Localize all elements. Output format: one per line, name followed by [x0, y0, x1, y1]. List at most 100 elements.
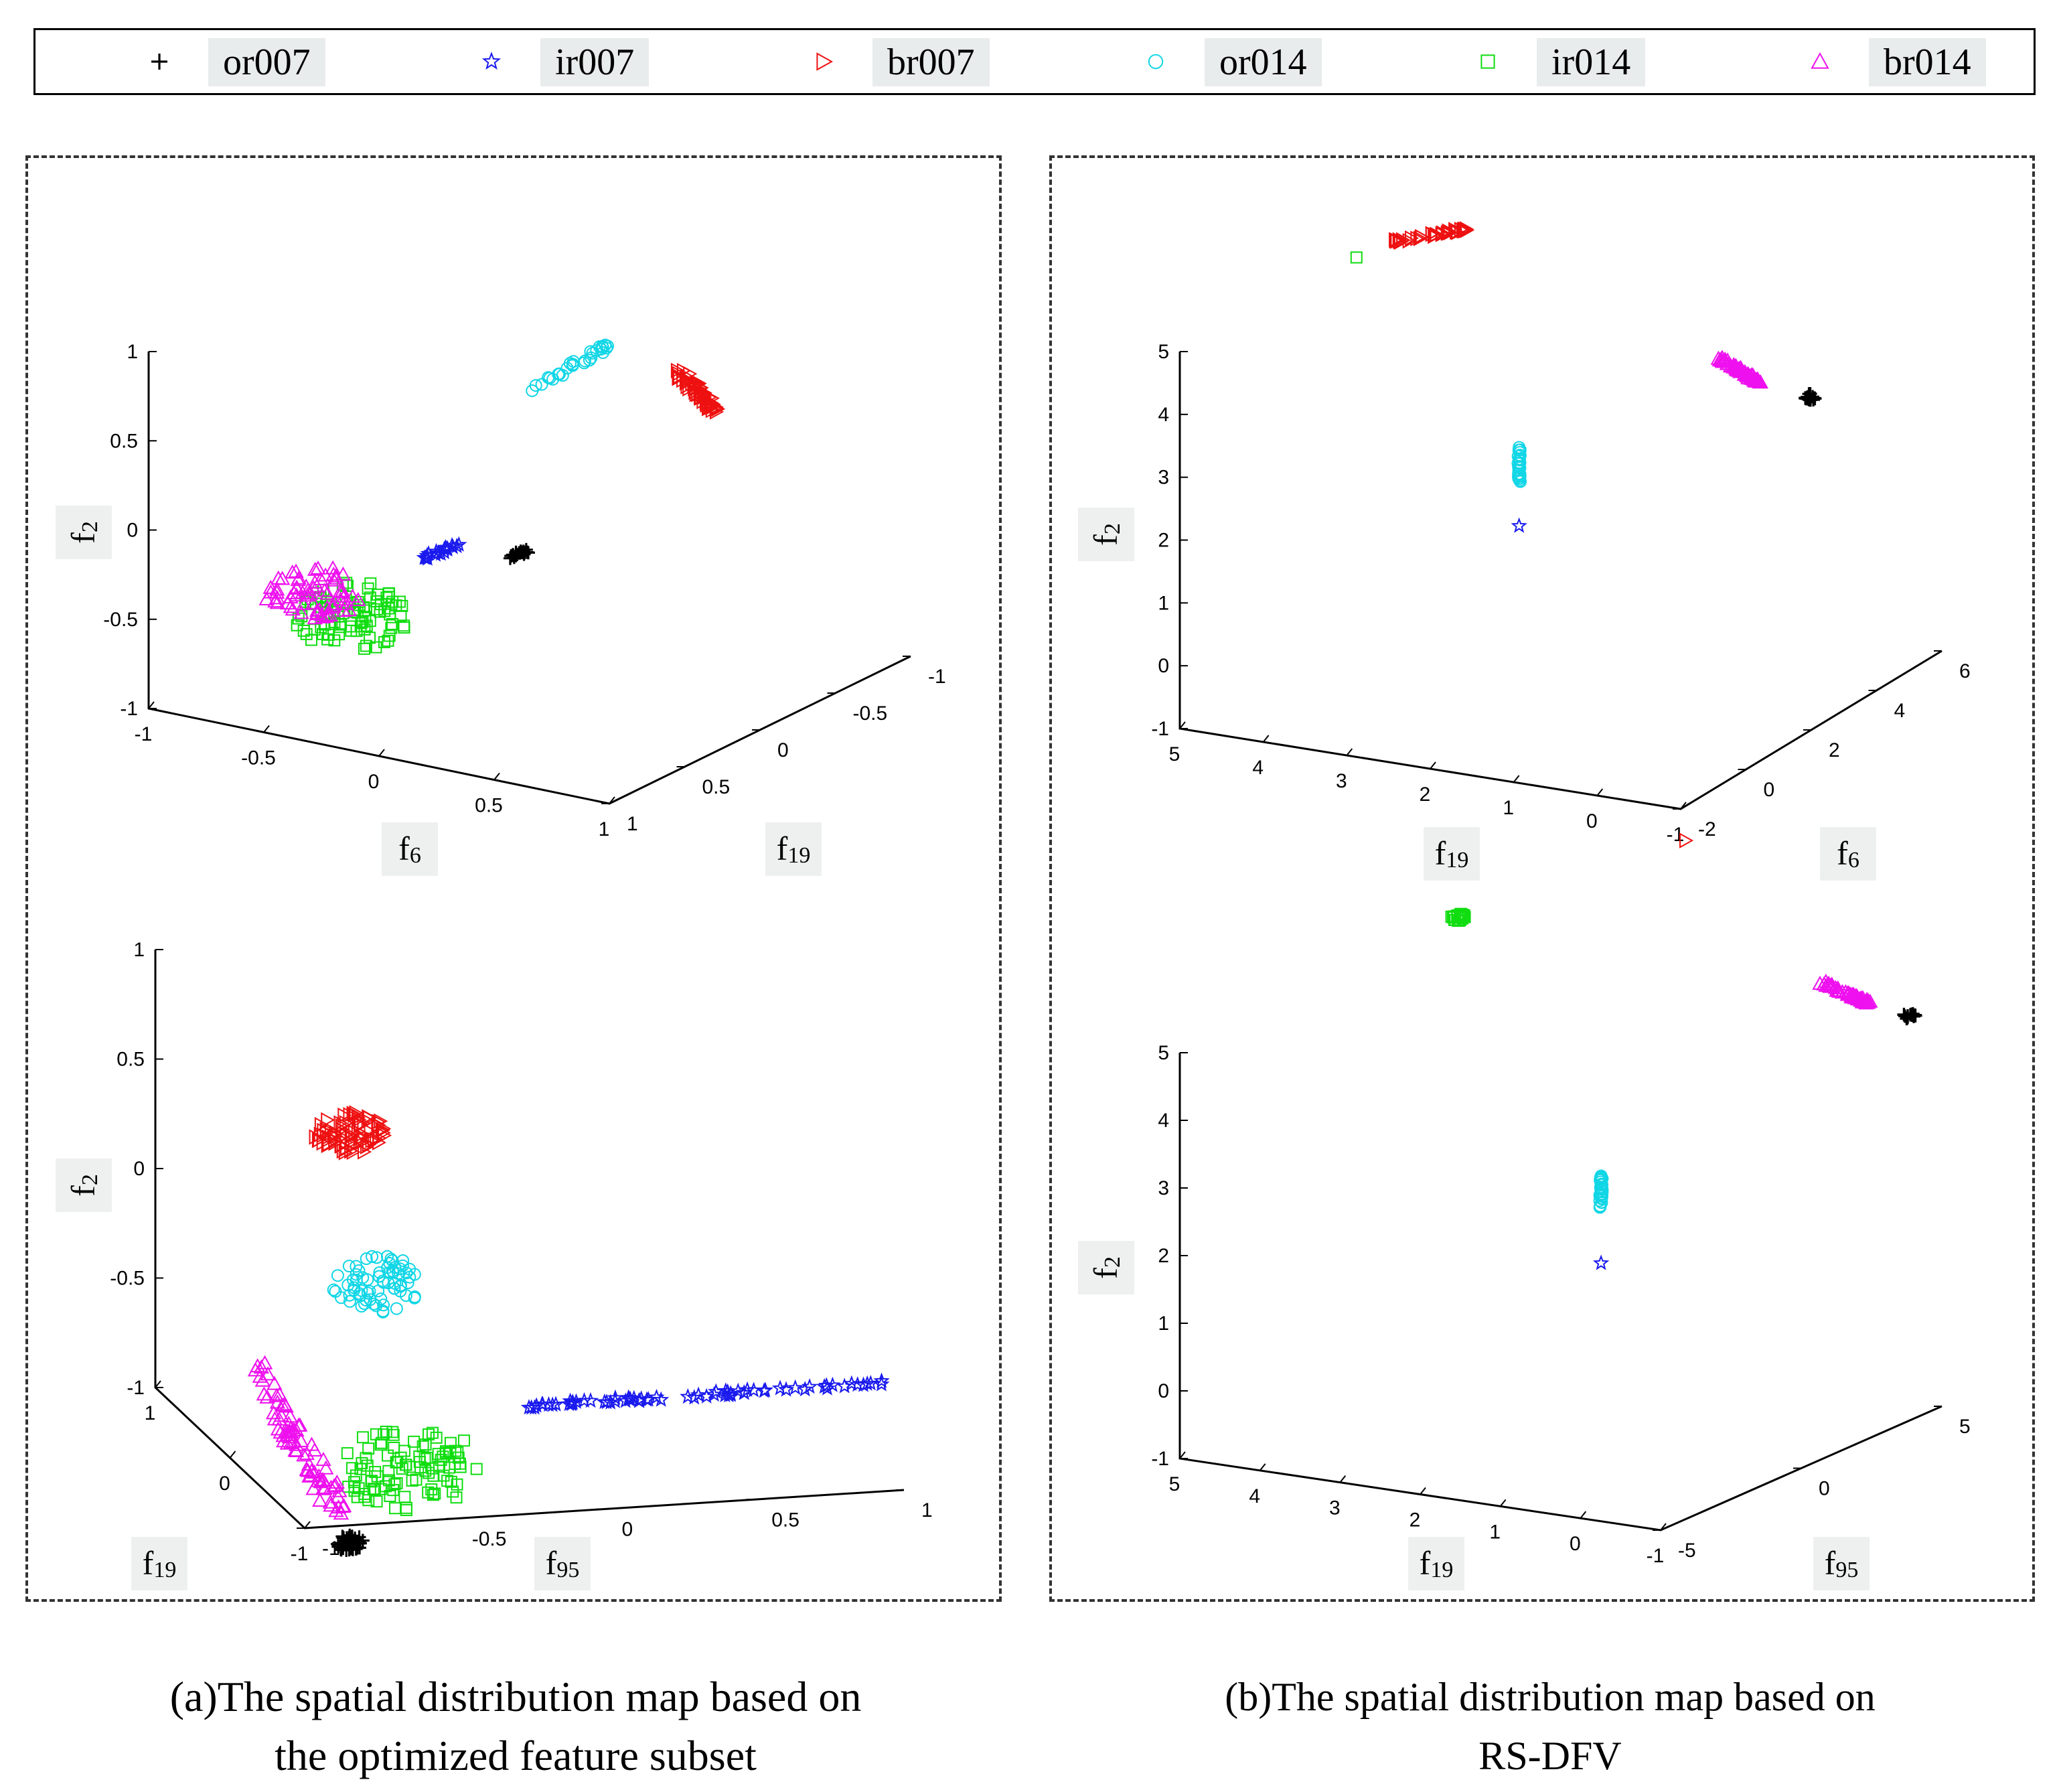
x-tick-label: -1	[291, 1543, 309, 1565]
x-tick	[1179, 721, 1186, 729]
legend-marker-square-icon	[1480, 54, 1495, 69]
y-axis-label: f95	[1813, 1537, 1870, 1590]
y-tick-label: 0	[777, 739, 789, 761]
svg-text:f2: f2	[1087, 523, 1125, 546]
point-ir007	[416, 549, 433, 565]
x-tick	[148, 701, 155, 709]
z-tick-label: -1	[1151, 718, 1169, 740]
point-ir014	[430, 1431, 443, 1444]
point-br007	[352, 1112, 367, 1128]
point-ir014	[429, 1487, 441, 1500]
y-tick-label: 2	[1829, 739, 1840, 761]
z-tick-label: 5	[1158, 341, 1169, 363]
x-tick-label: 2	[1420, 783, 1431, 806]
y-tick-label: -0.5	[853, 702, 888, 725]
point-br007	[692, 375, 707, 392]
point-or014	[372, 1284, 385, 1298]
point-br014	[1711, 352, 1728, 367]
point-br014	[322, 607, 338, 622]
svg-text:f6: f6	[398, 830, 421, 868]
series-ir007	[520, 1372, 890, 1415]
point-ir014	[344, 597, 357, 609]
point-br007	[377, 1120, 392, 1137]
point-ir007	[757, 1382, 774, 1398]
point-or014	[1595, 1191, 1608, 1205]
point-or014	[563, 357, 577, 370]
point-br014	[299, 587, 315, 602]
point-br014	[285, 601, 301, 616]
x-tick	[229, 1450, 236, 1459]
z-axis-label: f2	[1078, 1241, 1134, 1294]
x-tick	[609, 796, 615, 804]
x-tick	[1660, 1523, 1667, 1531]
point-ir007	[1511, 517, 1527, 533]
y-axis-label: f6	[1820, 827, 1876, 881]
legend-label: or007	[208, 38, 325, 86]
x-tick	[1346, 748, 1353, 756]
point-br014	[306, 1464, 323, 1479]
point-br014	[266, 1411, 283, 1426]
point-br014	[335, 603, 352, 617]
point-ir014	[445, 1475, 457, 1488]
point-br007	[1428, 228, 1442, 244]
point-ir014	[333, 628, 346, 641]
point-or014	[350, 1268, 363, 1281]
x-tick-label: -1	[1647, 1545, 1665, 1567]
point-br014	[313, 571, 329, 585]
x-tick-label: -1	[135, 723, 153, 745]
point-br014	[318, 1460, 334, 1475]
point-br007	[670, 362, 685, 379]
point-ir007	[686, 1389, 703, 1405]
x-tick	[263, 725, 270, 733]
point-br014	[247, 1362, 264, 1377]
z-axis-label: f2	[1078, 508, 1134, 561]
point-or007	[520, 545, 534, 559]
point-or014	[579, 354, 592, 368]
point-ir007	[438, 540, 455, 556]
point-br014	[335, 567, 352, 581]
series-or014	[1511, 441, 1527, 488]
x-tick-label: 5	[1169, 1473, 1180, 1495]
point-br014	[293, 1432, 309, 1447]
point-ir014	[346, 1462, 358, 1475]
point-ir014	[450, 1491, 463, 1504]
point-br007	[704, 399, 719, 415]
point-or014	[394, 1280, 407, 1293]
x-axis-label-main: f	[143, 1544, 154, 1582]
point-ir014	[432, 1448, 445, 1461]
point-br014	[315, 1472, 331, 1487]
svg-text:f2: f2	[64, 1174, 102, 1197]
legend-marker-triangle-up-icon	[1811, 52, 1829, 69]
y-axis-label-sub: 95	[556, 1558, 579, 1582]
point-br007	[362, 1136, 377, 1152]
point-ir007	[648, 1388, 665, 1405]
x-axis-label: f19	[1424, 827, 1480, 881]
z-axis-label-main: f	[1087, 1268, 1124, 1279]
point-br014	[336, 588, 352, 603]
x-axis-label-main: f	[1435, 834, 1446, 872]
point-br007	[709, 400, 724, 417]
caption-a-line-1: (a)The spatial distribution map based on	[169, 1673, 862, 1720]
point-ir014	[386, 1426, 399, 1438]
point-br007	[313, 1132, 327, 1148]
z-axis-label-sub: 2	[1100, 1256, 1125, 1268]
point-ir014	[370, 595, 383, 607]
z-tick-label: 3	[1158, 1177, 1169, 1199]
point-br014	[307, 561, 323, 576]
point-br007	[358, 1144, 372, 1160]
point-br014	[315, 1452, 331, 1467]
point-br007	[339, 1115, 354, 1131]
point-br014	[269, 595, 285, 609]
z-tick-label: 0	[127, 520, 138, 542]
point-br014	[303, 1436, 320, 1451]
x-tick	[1499, 1499, 1507, 1507]
point-ir014	[348, 1485, 361, 1497]
z-axis-label: f2	[56, 506, 112, 559]
y-tick-label: 1	[627, 813, 638, 835]
point-ir007	[576, 1392, 593, 1408]
point-ir014	[367, 1483, 380, 1495]
y-tick-label: -2	[1698, 818, 1716, 840]
point-br014	[312, 1492, 328, 1507]
point-or014	[535, 378, 548, 391]
point-ir007	[680, 1388, 696, 1404]
